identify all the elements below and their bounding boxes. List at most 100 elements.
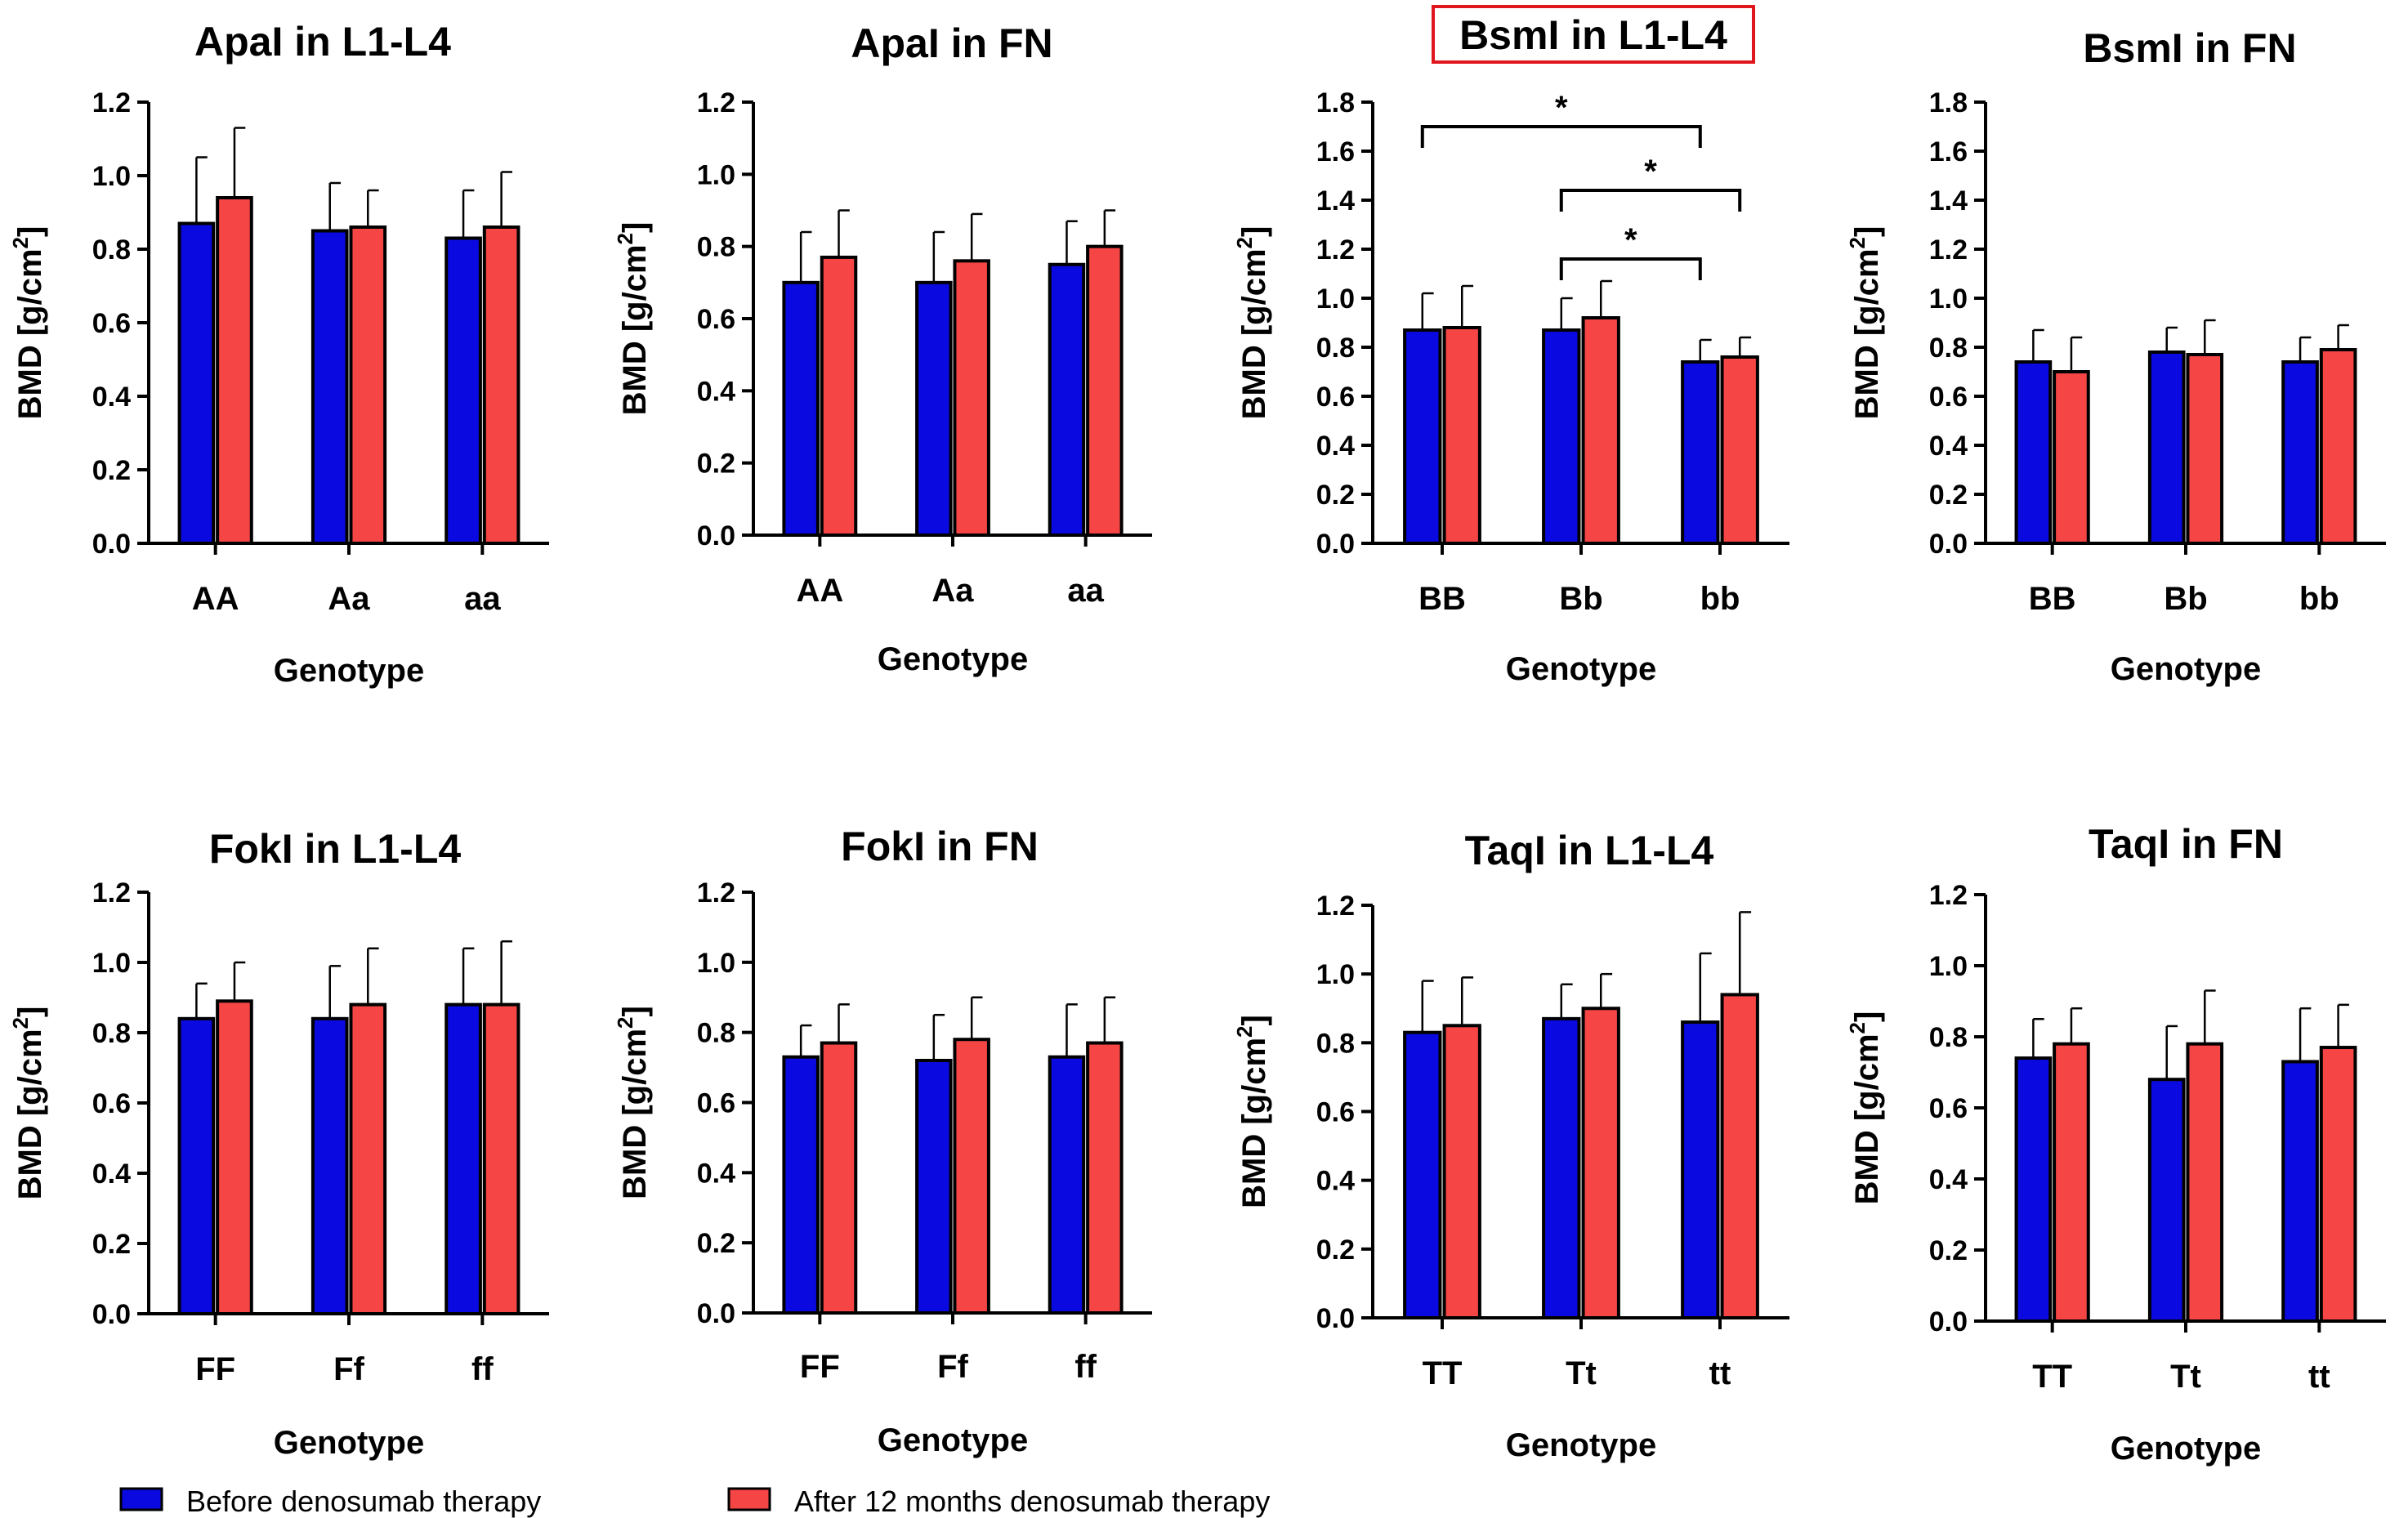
bar-before — [310, 1016, 349, 1316]
y-tick-label: 1.2 — [1929, 880, 1968, 911]
bar-after — [349, 225, 387, 545]
y-tick-label: 0.6 — [1929, 382, 1968, 413]
bar-after — [1581, 1007, 1620, 1319]
bar-after — [216, 999, 253, 1316]
chart-foki-l1l4: FokI in L1-L4 0.0 0.2 0.4 0.6 0.8 1.0 1.2 BMD [g… — [8, 826, 549, 1461]
legend-swatch-before — [119, 1487, 163, 1511]
legend-swatch-after — [727, 1487, 771, 1511]
y-axis-label: BMD [g/cm2] — [613, 1006, 653, 1199]
y-tick-label: 0.4 — [1316, 1166, 1355, 1197]
bar-after — [1086, 244, 1124, 537]
bar-before — [2147, 350, 2186, 545]
bar-after — [820, 1041, 858, 1315]
x-axis-label: Genotype — [274, 1425, 424, 1461]
bar-before — [2281, 1060, 2319, 1323]
x-axis-label: Genotype — [878, 1422, 1028, 1458]
chart-panels: ApaI in L1-L4 0.0 0.2 0.4 0.6 0.8 1.0 1.2 BMD [g… — [8, 5, 2386, 1467]
y-tick-label: 0.2 — [697, 1228, 735, 1259]
y-tick-label: 0.8 — [92, 234, 131, 266]
x-axis-label: Genotype — [878, 641, 1028, 677]
x-tick-label: bb — [1700, 581, 1740, 617]
y-tick-label: 0.2 — [92, 1229, 131, 1260]
bar-after — [2186, 1042, 2224, 1323]
x-axis-label: Genotype — [2111, 651, 2261, 687]
x-axis-label: Genotype — [1506, 1427, 1656, 1463]
chart-title: ApaI in FN — [851, 20, 1052, 66]
y-tick-label: 0.8 — [1316, 1028, 1355, 1059]
chart-bsmi-l1l4: BsmI in L1-L4 0.0 0.2 0.4 0.6 0.8 1.0 1.2 1.4 1.6… — [1232, 5, 1789, 687]
x-tick-label: Bb — [1559, 581, 1602, 617]
y-tick-label: 0.8 — [1929, 1022, 1968, 1053]
y-tick-label: 0.4 — [1929, 431, 1968, 462]
y-axis-label: BMD [g/cm2] — [1845, 1011, 1885, 1205]
bar-after — [2053, 1042, 2090, 1323]
bar-before — [2281, 360, 2319, 545]
x-tick-label: Aa — [328, 581, 370, 617]
y-tick-label: 0.8 — [697, 232, 735, 263]
bar-after — [2319, 348, 2357, 545]
x-tick-label: BB — [2029, 581, 2076, 617]
significance-label: * — [1644, 154, 1657, 190]
x-tick-label: TT — [2032, 1359, 2072, 1395]
y-tick-label: 0.6 — [1316, 382, 1355, 413]
chart-foki-fn: FokI in FN 0.0 0.2 0.4 0.6 0.8 1.0 1.2 BMD [g/cm… — [613, 824, 1152, 1458]
significance-label: * — [1555, 90, 1568, 126]
y-tick-label: 1.2 — [1316, 234, 1355, 266]
y-tick-label: 1.0 — [1929, 284, 1968, 315]
x-axis-label: Genotype — [2111, 1431, 2261, 1467]
y-axis-label: BMD [g/cm2] — [8, 1007, 48, 1200]
bar-before — [177, 221, 216, 545]
y-tick-label: 0.0 — [697, 520, 735, 551]
bar-before — [445, 1002, 482, 1315]
x-tick-label: aa — [464, 581, 501, 617]
chart-title: TaqI in FN — [2089, 821, 2283, 867]
x-tick-label: Ff — [937, 1349, 968, 1385]
legend-label-after: After 12 months denosumab therapy — [794, 1485, 1270, 1518]
bar-after — [2319, 1046, 2357, 1324]
bar-after — [2053, 370, 2090, 545]
y-tick-label: 0.2 — [92, 455, 131, 486]
y-tick-label: 1.6 — [1929, 136, 1968, 167]
y-tick-label: 0.4 — [1929, 1164, 1968, 1195]
bar-before — [1542, 328, 1581, 545]
bar-after — [1086, 1041, 1124, 1315]
bar-before — [1403, 1030, 1442, 1320]
bar-after — [1720, 355, 1759, 545]
bar-before — [1403, 328, 1442, 545]
bar-before — [2147, 1078, 2186, 1323]
y-tick-label: 0.8 — [1316, 333, 1355, 364]
y-tick-label: 0.0 — [92, 1299, 131, 1330]
bar-after — [482, 1002, 520, 1315]
y-tick-label: 0.2 — [1929, 480, 1968, 511]
bar-after — [1442, 1024, 1481, 1319]
chart-title: BsmI in L1-L4 — [1459, 12, 1727, 58]
y-tick-label: 1.2 — [697, 87, 735, 118]
bar-after — [1720, 993, 1759, 1319]
chart-title: FokI in L1-L4 — [209, 826, 462, 872]
x-tick-label: AA — [192, 581, 239, 617]
x-axis-label: Genotype — [274, 653, 424, 689]
bar-before — [1048, 1055, 1086, 1315]
significance-bracket — [1420, 125, 1702, 148]
y-tick-label: 1.0 — [1316, 959, 1355, 990]
y-tick-label: 1.0 — [697, 948, 735, 979]
y-tick-label: 1.0 — [92, 161, 131, 192]
bar-after — [1442, 326, 1481, 545]
bar-before — [1542, 1016, 1581, 1319]
x-tick-label: Tt — [1566, 1355, 1597, 1391]
bar-after — [482, 225, 520, 545]
x-tick-label: tt — [2308, 1359, 2330, 1395]
y-tick-label: 1.2 — [92, 877, 131, 909]
y-tick-label: 0.6 — [697, 304, 735, 335]
bar-before — [782, 1055, 820, 1315]
bar-after — [1581, 316, 1620, 545]
y-tick-label: 1.0 — [697, 159, 735, 190]
y-tick-label: 0.0 — [1929, 1306, 1968, 1337]
chart-title: FokI in FN — [841, 824, 1039, 869]
y-tick-label: 0.4 — [92, 1159, 131, 1190]
bar-before — [2014, 360, 2053, 545]
x-tick-label: BB — [1418, 581, 1466, 617]
y-tick-label: 0.6 — [1929, 1093, 1968, 1124]
y-tick-label: 0.0 — [1316, 529, 1355, 560]
